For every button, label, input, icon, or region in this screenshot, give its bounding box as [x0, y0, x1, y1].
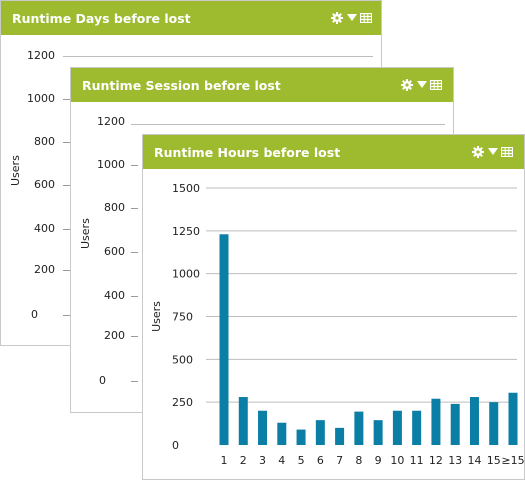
y-tick-label: 200: [34, 263, 55, 276]
x-tick-label: 13: [448, 454, 462, 467]
y-tick-label: 600: [34, 178, 55, 191]
y-tick-label: 0: [172, 439, 179, 452]
x-tick-label: 10: [390, 454, 404, 467]
tick-mark: [63, 315, 70, 316]
tick-mark: [63, 229, 70, 230]
y-tick-label: 800: [104, 201, 125, 214]
y-tick-label: 200: [104, 329, 125, 342]
gridline: [131, 124, 445, 125]
y-tick-label: 400: [104, 289, 125, 302]
y-tick-label: 250: [172, 396, 193, 409]
y-tick-label: 750: [172, 311, 193, 324]
y-tick-label: 1000: [27, 92, 55, 105]
x-tick-label: 14: [467, 454, 481, 467]
y-tick-label: 0: [99, 374, 106, 387]
bar: [392, 410, 402, 445]
table-icon[interactable]: [430, 80, 442, 90]
dropdown-arrow-icon[interactable]: [417, 81, 427, 88]
bar: [431, 398, 441, 445]
bar: [219, 234, 229, 445]
tick-mark: [63, 99, 70, 100]
y-tick-label: 1200: [27, 49, 55, 62]
panel-title: Runtime Days before lost: [12, 11, 191, 26]
panel-header: Runtime Session before lost: [71, 68, 453, 102]
tick-mark: [131, 252, 138, 253]
y-tick-label: 600: [104, 245, 125, 258]
tick-mark: [131, 296, 138, 297]
x-tick-label: ≥15: [501, 454, 524, 467]
y-tick-label: 0: [31, 308, 38, 321]
y-tick-label: 400: [34, 222, 55, 235]
panel-header: Runtime Days before lost: [1, 1, 381, 35]
panel-title: Runtime Session before lost: [82, 78, 281, 93]
dropdown-arrow-icon[interactable]: [488, 148, 498, 155]
x-tick-label: 4: [278, 454, 285, 467]
panel-header: Runtime Hours before lost: [143, 135, 524, 169]
x-tick-label: 1: [221, 454, 228, 467]
y-tick-label: 1500: [172, 182, 200, 195]
tick-mark: [63, 270, 70, 271]
bar: [335, 427, 345, 445]
y-tick-label: 1000: [97, 158, 125, 171]
gridline: [63, 56, 373, 57]
x-tick-label: 5: [298, 454, 305, 467]
x-tick-label: 2: [240, 454, 247, 467]
header-icons: [401, 79, 443, 91]
bar: [238, 397, 248, 445]
bar: [296, 429, 306, 445]
gear-icon[interactable]: [331, 12, 343, 24]
bar: [373, 420, 383, 445]
tick-mark: [131, 381, 138, 382]
x-tick-label: 9: [375, 454, 382, 467]
gear-icon[interactable]: [401, 79, 413, 91]
y-axis-label: Users: [150, 301, 163, 332]
bar: [450, 403, 460, 445]
x-tick-label: 15: [487, 454, 501, 467]
x-tick-label: 11: [410, 454, 424, 467]
bar: [277, 422, 287, 445]
bar: [489, 402, 499, 445]
y-tick-label: 800: [34, 135, 55, 148]
table-icon[interactable]: [501, 147, 513, 157]
x-tick-label: 12: [429, 454, 443, 467]
header-icons: [331, 12, 373, 24]
dropdown-arrow-icon[interactable]: [347, 14, 357, 21]
panel-runtime-hours: Runtime Hours before lost 0 250 500 750 1000…: [142, 134, 525, 480]
y-tick-label: 1250: [172, 225, 200, 238]
bar: [412, 410, 422, 445]
header-icons: [472, 146, 514, 158]
x-tick-label: 6: [317, 454, 324, 467]
x-tick-label: 8: [355, 454, 362, 467]
bar: [354, 411, 364, 445]
bar: [469, 397, 479, 445]
bar: [315, 420, 325, 445]
y-tick-label: 500: [172, 353, 193, 366]
bar: [258, 410, 268, 445]
tick-mark: [63, 185, 70, 186]
x-tick-label: 7: [336, 454, 343, 467]
table-icon[interactable]: [360, 13, 372, 23]
y-tick-label: 1000: [172, 268, 200, 281]
tick-mark: [131, 165, 138, 166]
panel-title: Runtime Hours before lost: [154, 145, 341, 160]
tick-mark: [131, 336, 138, 337]
tick-mark: [131, 208, 138, 209]
tick-mark: [63, 142, 70, 143]
bar: [508, 392, 518, 445]
x-tick-label: 3: [259, 454, 266, 467]
gear-icon[interactable]: [472, 146, 484, 158]
y-tick-label: 1200: [97, 115, 125, 128]
